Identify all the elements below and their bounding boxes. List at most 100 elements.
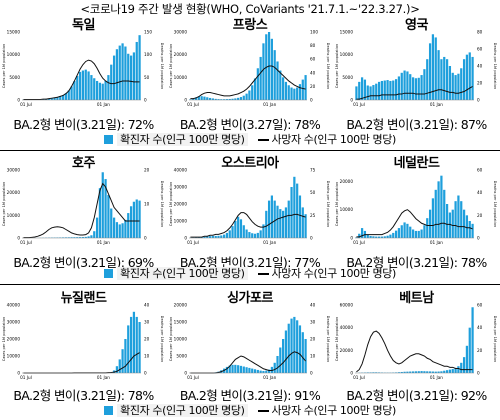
case-bar: [383, 80, 386, 100]
case-bar: [426, 371, 429, 373]
case-bar: [414, 230, 418, 238]
case-bar: [394, 230, 398, 238]
case-bar: [445, 370, 449, 373]
case-bar: [298, 195, 302, 238]
case-bar: [239, 97, 243, 100]
case-bar: [70, 86, 73, 100]
x-tick-label: 01 Jan: [430, 375, 443, 380]
case-bar: [90, 75, 93, 100]
case-bar: [282, 77, 285, 100]
chart-australia: Cases per 1M population Deaths per 1M pop…: [2, 168, 164, 246]
case-bar: [90, 235, 93, 238]
case-bar: [124, 219, 127, 238]
deaths-line: [23, 182, 140, 239]
case-bar: [115, 366, 119, 373]
case-bar: [400, 371, 403, 373]
y2-tick-label: 40: [310, 70, 316, 75]
case-bar: [81, 70, 85, 100]
case-bar: [389, 80, 392, 100]
case-bar: [115, 222, 119, 238]
case-bar: [440, 371, 443, 373]
panel-france: 프랑스 Cases per 1M population Deaths per 1M…: [167, 14, 333, 132]
y2-tick-label: 150: [144, 30, 152, 35]
y2-tick-label: 20: [144, 168, 150, 173]
y2-tick-label: 80: [310, 43, 316, 48]
case-bar: [217, 99, 220, 100]
case-bar: [276, 61, 279, 100]
case-bar: [414, 371, 418, 373]
case-bar: [397, 372, 401, 373]
y2-tick-label: 30: [310, 320, 316, 325]
case-bar: [417, 230, 420, 238]
case-bar: [287, 323, 290, 373]
y2-tick-label: 10: [144, 354, 150, 359]
case-bar: [138, 35, 141, 100]
case-bar: [454, 201, 457, 238]
case-bar: [95, 80, 99, 100]
y2-tick-label: 40: [144, 303, 150, 308]
x-tick-label: 01 Jan: [97, 240, 110, 245]
country-title: 독일: [72, 18, 95, 33]
case-bar: [465, 54, 469, 100]
deaths-line: [190, 212, 306, 238]
case-bar: [220, 235, 223, 238]
case-bar: [437, 371, 440, 373]
case-bar: [217, 235, 220, 238]
y2-tick-label: 40: [477, 190, 483, 195]
case-bar: [61, 95, 65, 100]
y2-axis-label: Deaths per 1M population: [326, 181, 330, 228]
x-tick-label: 01 Jan: [430, 240, 443, 245]
y2-axis-label: Deaths per 1M population: [326, 43, 330, 90]
y2-tick-label: 0: [144, 98, 147, 103]
case-bar: [110, 208, 113, 238]
case-bar: [372, 85, 375, 100]
case-bar: [403, 222, 406, 238]
case-bar: [98, 82, 102, 100]
y-tick-label: 20000: [340, 179, 354, 184]
case-bar: [276, 205, 279, 238]
case-bar: [228, 230, 231, 238]
case-bar: [284, 207, 288, 238]
case-bar: [296, 183, 299, 238]
case-bar: [59, 96, 62, 100]
case-bar: [460, 68, 463, 100]
case-bar: [301, 332, 304, 373]
case-bar: [298, 84, 302, 100]
case-bar: [223, 99, 226, 100]
case-bar: [296, 87, 299, 100]
row-separator: [0, 150, 500, 151]
panel-uk: 영국 Cases per 1M population Deaths per 1M …: [333, 14, 500, 132]
case-bar: [237, 97, 240, 100]
y2-tick-label: 60: [477, 303, 483, 308]
case-bar: [138, 322, 141, 373]
case-bar: [129, 55, 133, 100]
y2-axis-label: Deaths per 1M population: [326, 316, 330, 363]
case-bar: [132, 311, 136, 373]
case-bar: [411, 77, 415, 100]
page-title: <코로나19 주간 발생 현황(WHO, CoVariants '21.7.1.…: [80, 2, 420, 16]
x-tick-label: 01 Jul: [353, 102, 365, 107]
case-bar: [64, 93, 68, 100]
y-tick-label: 15000: [174, 320, 188, 325]
case-bar: [56, 97, 59, 100]
y-tick-label: 0: [184, 98, 187, 103]
ba2-variant-label: BA.2형 변이(3.27일): 78%: [179, 117, 321, 132]
legend-cases-label: 확진자 수(인구 100만 명당): [117, 133, 248, 146]
case-bar: [194, 97, 198, 100]
case-bar: [234, 98, 237, 100]
case-bar: [78, 237, 82, 238]
y-axis-label: Cases per 1M population: [2, 317, 6, 362]
case-bar: [273, 200, 276, 238]
chart-vietnam: Cases per 1M population Deaths per 1M pop…: [335, 303, 497, 381]
case-bar: [87, 71, 90, 100]
deaths-line-swatch: [257, 273, 269, 275]
case-bar: [76, 237, 79, 238]
y-tick-label: 10000: [340, 207, 354, 212]
case-bar: [107, 194, 110, 238]
case-bar: [394, 79, 398, 100]
case-bar: [73, 237, 76, 238]
deaths-line: [356, 209, 473, 238]
y-tick-label: 0: [350, 371, 353, 376]
y-axis-label: Cases per 1M population: [335, 44, 339, 89]
deaths-line: [23, 59, 140, 101]
